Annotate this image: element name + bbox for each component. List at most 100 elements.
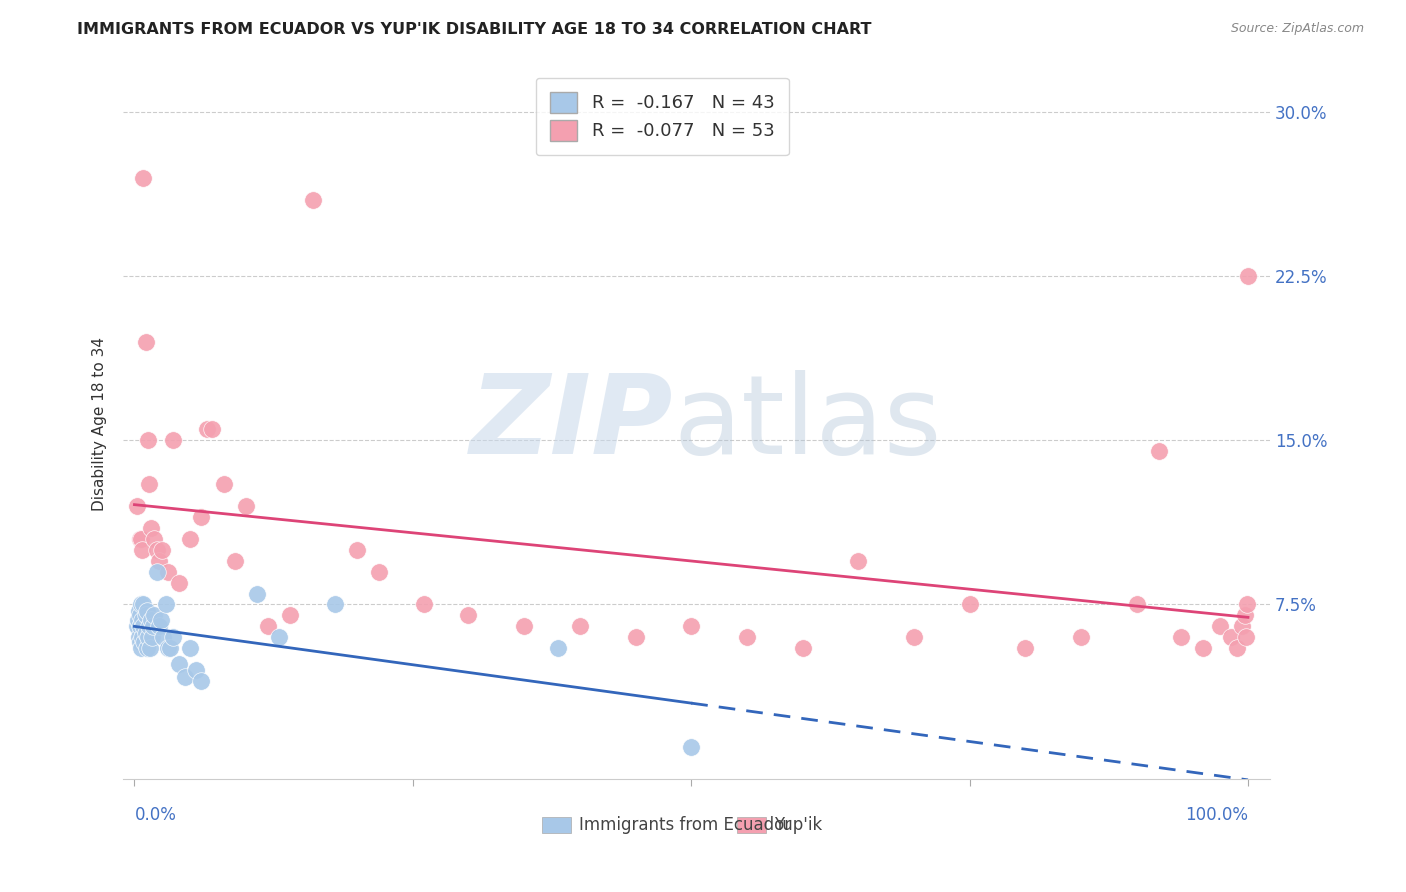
Point [1233, 608, 1256, 623]
Point [184, 663, 207, 677]
Point [681, 619, 703, 633]
Point [145, 565, 167, 579]
Point [135, 608, 157, 623]
Point [155, 598, 177, 612]
Point [301, 193, 323, 207]
Point [162, 434, 184, 448]
Point [1234, 630, 1257, 644]
Point [129, 532, 152, 546]
Point [1236, 598, 1258, 612]
Point [148, 554, 170, 568]
Point [136, 630, 159, 644]
Point [190, 510, 212, 524]
Text: IMMIGRANTS FROM ECUADOR VS YUP'IK DISABILITY AGE 18 TO 34 CORRELATION CHART: IMMIGRANTS FROM ECUADOR VS YUP'IK DISABI… [77, 22, 872, 37]
Point [129, 532, 152, 546]
Point [167, 575, 190, 590]
Point [1125, 598, 1147, 612]
Point [132, 598, 155, 612]
Text: 100.0%: 100.0% [1185, 805, 1249, 823]
Point [792, 641, 814, 656]
Point [141, 630, 163, 644]
Point [457, 608, 479, 623]
Text: Source: ZipAtlas.com: Source: ZipAtlas.com [1230, 22, 1364, 36]
Point [959, 598, 981, 612]
Point [129, 619, 152, 633]
Point [1170, 630, 1192, 644]
Point [624, 630, 647, 644]
Point [150, 542, 173, 557]
Point [1232, 619, 1254, 633]
Point [152, 630, 174, 644]
Point [1237, 269, 1260, 284]
Point [135, 626, 157, 640]
Point [135, 641, 157, 656]
Point [128, 604, 150, 618]
Point [323, 598, 346, 612]
Point [257, 619, 280, 633]
Point [162, 630, 184, 644]
Text: atlas: atlas [673, 370, 942, 477]
Point [135, 604, 157, 618]
Point [131, 613, 153, 627]
Point [179, 641, 201, 656]
Point [136, 434, 159, 448]
Point [167, 657, 190, 671]
Point [156, 565, 179, 579]
Y-axis label: Disability Age 18 to 34: Disability Age 18 to 34 [93, 337, 107, 511]
Point [138, 477, 160, 491]
Point [1014, 641, 1036, 656]
Point [143, 532, 166, 546]
Text: Yup'ik: Yup'ik [773, 816, 823, 834]
Point [1192, 641, 1215, 656]
Point [1070, 630, 1092, 644]
Point [190, 673, 212, 688]
Point [903, 630, 925, 644]
Point [269, 630, 291, 644]
Point [139, 613, 162, 627]
Point [173, 670, 195, 684]
Point [127, 613, 149, 627]
Text: ZIP: ZIP [471, 370, 673, 477]
Point [735, 630, 758, 644]
Point [246, 586, 269, 600]
Point [131, 542, 153, 557]
Point [132, 170, 155, 185]
Point [129, 634, 152, 648]
Bar [541, 817, 571, 833]
Point [224, 554, 246, 568]
Text: 0.0%: 0.0% [135, 805, 176, 823]
Point [212, 477, 235, 491]
Point [129, 608, 152, 623]
Point [201, 422, 224, 436]
Point [159, 641, 181, 656]
Point [156, 641, 179, 656]
Point [1147, 444, 1170, 458]
Point [150, 613, 173, 627]
Point [513, 619, 536, 633]
Point [125, 619, 148, 633]
Point [846, 554, 869, 568]
Legend: R =  -0.167   N = 43, R =  -0.077   N = 53: R = -0.167 N = 43, R = -0.077 N = 53 [536, 78, 789, 155]
Point [1220, 630, 1243, 644]
Point [179, 532, 201, 546]
Point [143, 608, 166, 623]
Point [131, 630, 153, 644]
Point [138, 619, 160, 633]
Point [235, 499, 257, 513]
Point [145, 542, 167, 557]
Bar [737, 817, 766, 833]
Text: Immigrants from Ecuador: Immigrants from Ecuador [579, 816, 790, 834]
Point [142, 619, 165, 633]
Point [129, 598, 152, 612]
Point [413, 598, 436, 612]
Point [368, 565, 391, 579]
Point [139, 521, 162, 535]
Point [132, 619, 155, 633]
Point [129, 641, 152, 656]
Point [135, 334, 157, 349]
Point [128, 630, 150, 644]
Point [547, 641, 569, 656]
Point [125, 499, 148, 513]
Point [568, 619, 591, 633]
Point [139, 641, 162, 656]
